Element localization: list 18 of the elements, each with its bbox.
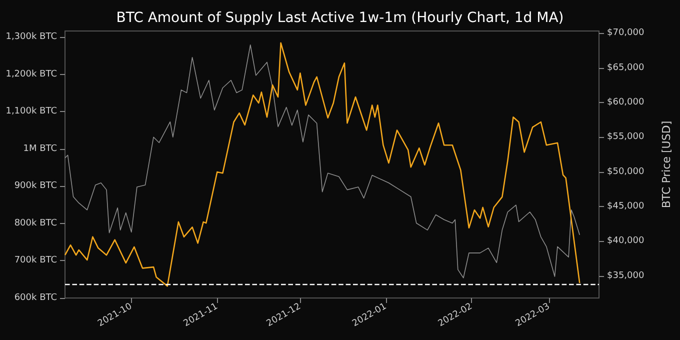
y-tick-label: 600k BTC (14, 293, 57, 303)
y2-tick-label: $45,000 (607, 201, 644, 212)
y-tick-label: 1M BTC (23, 144, 57, 154)
y-tick-label: 900k BTC (14, 181, 57, 192)
y-tick-label: 1,100k BTC (6, 106, 57, 117)
y-tick-label: 1,200k BTC (6, 69, 57, 80)
y2-tick-label: $50,000 (607, 166, 644, 177)
y-tick-label: 800k BTC (14, 218, 57, 228)
y2-tick-label: $65,000 (607, 62, 644, 73)
y2-tick-label: $35,000 (607, 270, 644, 281)
y2-tick-label: $40,000 (607, 236, 644, 246)
chart-title: BTC Amount of Supply Last Active 1w-1m (Hourly Chart, 1d MA) (116, 10, 564, 26)
y2-tick-label: $70,000 (607, 28, 644, 38)
y-tick-label: 1,300k BTC (6, 32, 57, 42)
y-tick-label: 700k BTC (14, 256, 57, 266)
y2-axis-title: BTC Price [USD] (660, 120, 673, 208)
y2-tick-label: $60,000 (607, 97, 644, 108)
y2-tick-label: $55,000 (607, 132, 644, 142)
